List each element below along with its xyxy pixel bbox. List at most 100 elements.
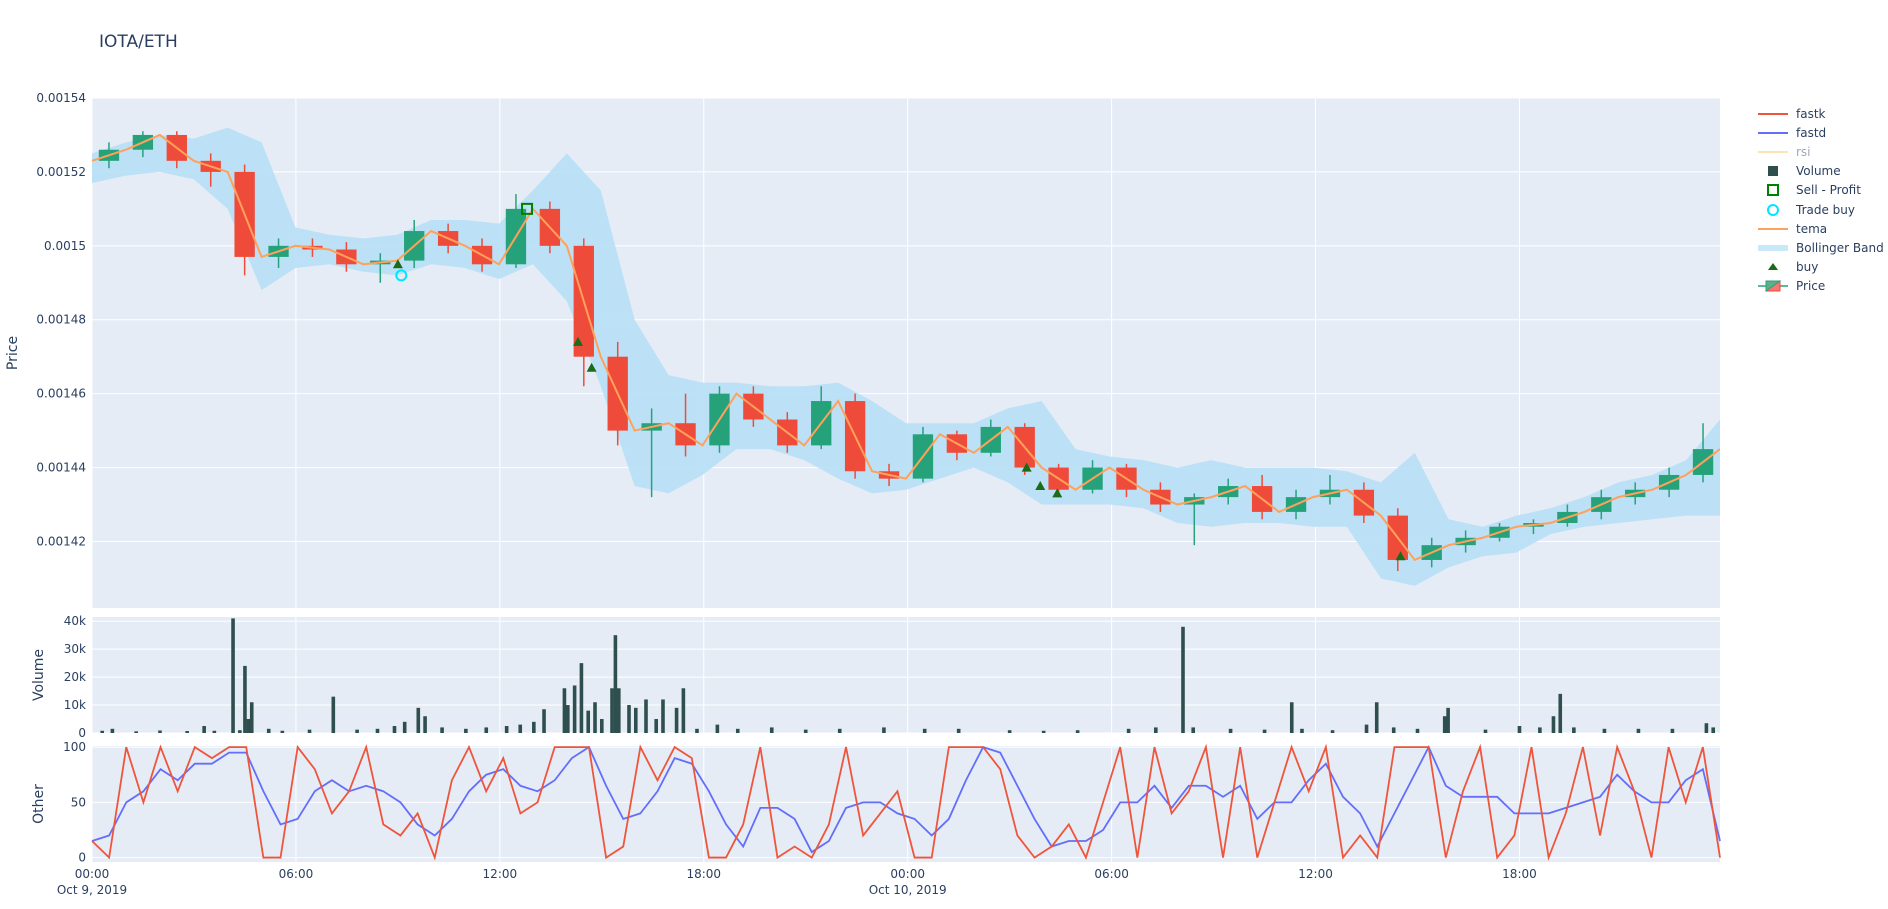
- legend-label: fastd: [1796, 125, 1827, 140]
- volume-bar: [1636, 728, 1641, 733]
- volume-bar: [185, 731, 189, 733]
- fastk-line: [91, 743, 1721, 862]
- volume-bar: [593, 702, 597, 733]
- volume-bar: [1300, 728, 1304, 733]
- volume-bar: [715, 724, 720, 733]
- legend-item-rsi[interactable]: rsi: [1756, 142, 1884, 161]
- volume-y-tick-label: 10k: [64, 698, 86, 712]
- price-y-tick-label: 0.00152: [36, 165, 86, 179]
- volume-bar: [1391, 727, 1396, 733]
- volume-bar: [246, 719, 251, 733]
- volume-bar: [1538, 727, 1542, 733]
- volume-bar: [1374, 702, 1379, 733]
- volume-bar: [644, 699, 648, 733]
- square-open-legend-icon: [1767, 184, 1779, 197]
- volume-bar: [1670, 728, 1675, 733]
- volume-bar: [1262, 729, 1267, 733]
- volume-bar: [735, 728, 740, 733]
- x-tick-label: 06:00: [279, 867, 314, 881]
- candle-legend-icon: [1758, 280, 1788, 293]
- legend-item-volume[interactable]: Volume: [1756, 162, 1884, 181]
- line-legend-icon: [1758, 131, 1788, 134]
- volume-bar: [1191, 727, 1195, 733]
- legend-item-price[interactable]: Price: [1756, 277, 1884, 296]
- legend-label: tema: [1796, 221, 1828, 236]
- x-tick-label: 00:00: [890, 867, 925, 881]
- legend-item-tema[interactable]: tema: [1756, 219, 1884, 238]
- volume-bar: [1704, 723, 1709, 733]
- volume-bar: [837, 728, 842, 733]
- volume-bar: [882, 727, 886, 733]
- legend-item-sell-profit[interactable]: Sell - Profit: [1756, 181, 1884, 200]
- volume-bar: [562, 688, 567, 733]
- volume-bar: [110, 728, 115, 733]
- volume-bar: [134, 731, 138, 733]
- sell-profit-marker: [521, 202, 534, 215]
- volume-bar: [266, 728, 271, 733]
- volume-bar: [243, 665, 247, 733]
- volume-bar: [600, 719, 604, 733]
- circle-open-legend-icon: [1767, 203, 1779, 216]
- volume-bar: [1330, 730, 1335, 733]
- volume-bar: [617, 688, 621, 733]
- x-tick-date-label: Oct 9, 2019: [57, 883, 127, 897]
- fastd-line: [91, 745, 1721, 854]
- volume-y-tick-label: 0: [78, 726, 86, 740]
- buy-marker: [1035, 481, 1046, 491]
- volume-bar: [633, 707, 638, 733]
- x-tick-label: 00:00: [75, 867, 110, 881]
- volume-bar: [158, 730, 162, 733]
- volume-bar: [566, 705, 570, 733]
- x-tick-date-label: Oct 10, 2019: [869, 883, 947, 897]
- volume-bar: [355, 729, 359, 733]
- volume-bar: [1572, 727, 1576, 733]
- legend-item-fastk[interactable]: fastk: [1756, 104, 1884, 123]
- volume-bar: [249, 702, 254, 733]
- legend-item-fastd[interactable]: fastd: [1756, 123, 1884, 142]
- square-legend-icon: [1768, 166, 1778, 177]
- price-y-tick-label: 0.00144: [36, 461, 86, 475]
- legend-item-bollinger-band[interactable]: Bollinger Band: [1756, 238, 1884, 257]
- volume-bar: [518, 724, 523, 733]
- volume-bar: [1517, 726, 1522, 733]
- buy-marker: [1052, 488, 1063, 498]
- volume-bar: [392, 726, 397, 733]
- volume-bar: [402, 721, 407, 733]
- x-tick-label: 06:00: [1094, 867, 1129, 881]
- chart-title: IOTA/ETH: [99, 32, 178, 52]
- volume-bar: [956, 728, 961, 733]
- price-y-tick-label: 0.00142: [36, 534, 86, 548]
- volume-bar: [1228, 728, 1233, 733]
- volume-axis-title: Volume: [31, 649, 47, 701]
- x-tick-label: 18:00: [1502, 867, 1537, 881]
- volume-bar: [542, 709, 546, 733]
- legend-item-buy[interactable]: buy: [1756, 258, 1884, 277]
- buy-marker: [1395, 551, 1406, 561]
- volume-bar: [1711, 727, 1716, 733]
- legend-item-trade-buy[interactable]: Trade buy: [1756, 200, 1884, 219]
- price-y-tick-label: 0.00146: [36, 387, 86, 401]
- buy-marker: [1021, 462, 1032, 472]
- oscillator-y-tick-label: 50: [71, 795, 86, 809]
- volume-bar: [1602, 728, 1607, 733]
- volume-bar: [1551, 716, 1556, 733]
- legend: fastk fastd rsi Volume Sell - Profit Trade bu…: [1756, 104, 1884, 296]
- volume-bar: [331, 696, 336, 733]
- volume-bar: [212, 730, 217, 733]
- volume-bar: [1415, 728, 1420, 733]
- volume-bar: [440, 727, 444, 733]
- volume-bar: [464, 728, 468, 733]
- legend-label: Price: [1796, 279, 1826, 294]
- volume-bar: [375, 728, 380, 733]
- x-tick-label: 12:00: [483, 867, 518, 881]
- volume-bar: [769, 727, 774, 733]
- triangle-up-legend-icon: [1768, 263, 1778, 271]
- volume-bar: [238, 730, 242, 733]
- volume-bar: [674, 707, 679, 733]
- volume-bar: [100, 730, 104, 733]
- volume-bar: [627, 705, 631, 733]
- oscillator-y-tick-label: 100: [63, 740, 86, 754]
- volume-bar: [1442, 716, 1447, 733]
- oscillator-panel-background: [92, 746, 1720, 862]
- legend-label: Volume: [1796, 164, 1841, 179]
